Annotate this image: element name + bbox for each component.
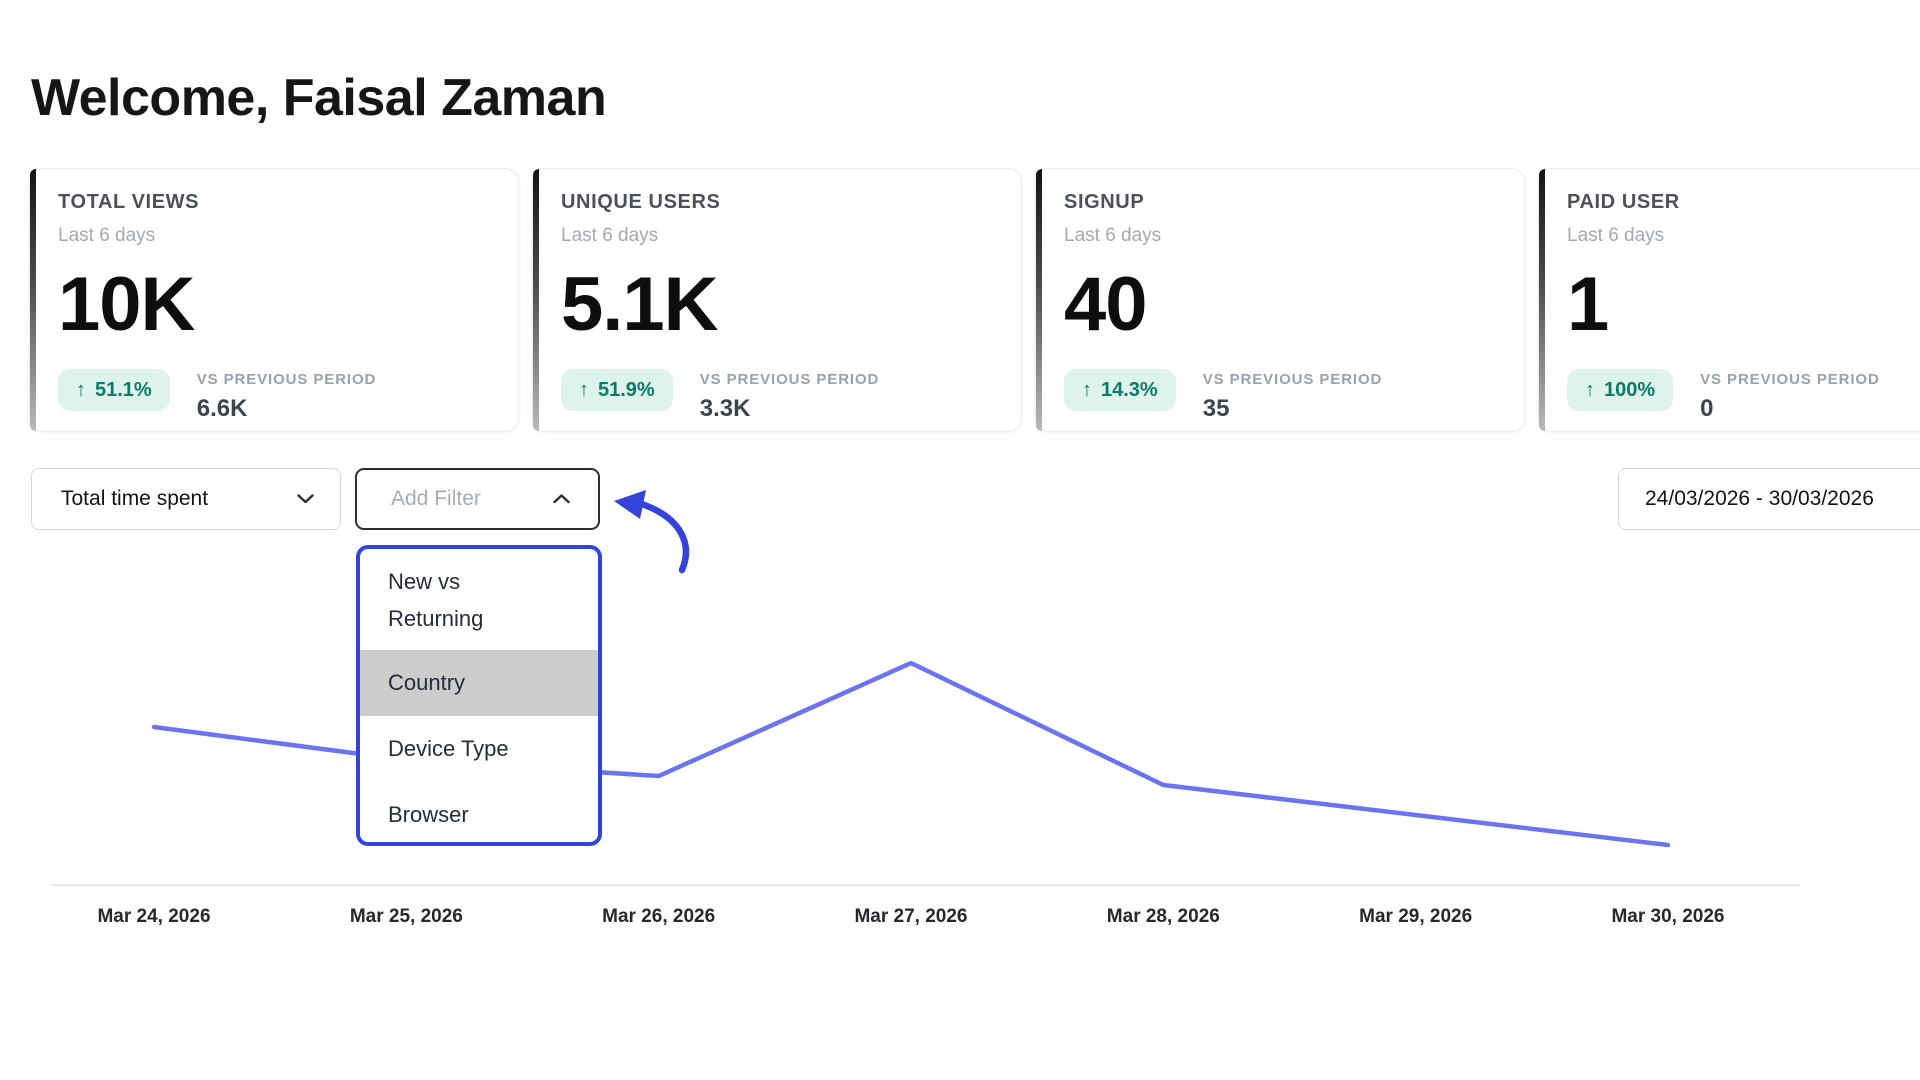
x-axis-label: Mar 24, 2026: [97, 906, 211, 927]
arrow-up-icon: ↑: [76, 379, 86, 401]
page-title: Welcome, Faisal Zaman: [31, 69, 607, 127]
vs-previous-period-value: 3.3K: [699, 395, 751, 422]
card-title: TOTAL VIEWS: [58, 191, 200, 213]
dropdown-item-browser[interactable]: Browser: [388, 802, 469, 827]
arrow-up-icon: ↑: [579, 379, 589, 401]
stat-cards-row: TOTAL VIEWS Last 6 days 10K ↑ 51.1% VS P…: [29, 168, 1920, 432]
stat-card-unique-users: UNIQUE USERS Last 6 days 5.1K ↑ 51.9% VS…: [532, 168, 1022, 432]
x-axis-label: Mar 25, 2026: [349, 906, 463, 927]
card-subtitle: Last 6 days: [1064, 225, 1162, 246]
add-filter-button[interactable]: Add Filter: [355, 468, 600, 530]
card-accent-strip: [30, 169, 36, 431]
date-range-input[interactable]: 24/03/2026 - 30/03/2026: [1618, 468, 1920, 530]
arrow-up-icon: ↑: [1585, 379, 1595, 401]
x-axis-label: Mar 30, 2026: [1611, 906, 1725, 927]
status-badge: ↑ 51.1%: [58, 369, 170, 411]
card-accent-strip: [533, 169, 539, 431]
status-badge: ↑ 51.9%: [561, 369, 673, 411]
card-value: 5.1K: [561, 262, 719, 347]
x-axis-label: Mar 29, 2026: [1359, 906, 1473, 927]
card-value: 1: [1567, 262, 1609, 347]
vs-previous-period-value: 35: [1202, 395, 1230, 422]
chart-x-axis-line: [50, 884, 1800, 886]
dropdown-item-country[interactable]: Country: [360, 650, 598, 716]
card-title: PAID USER: [1567, 191, 1680, 213]
chevron-down-icon: [297, 494, 314, 504]
add-filter-dropdown: New vs Returning Country Device Type Bro…: [356, 545, 602, 846]
vs-previous-period-value: 0: [1700, 395, 1714, 422]
stat-card-total-views: TOTAL VIEWS Last 6 days 10K ↑ 51.1% VS P…: [29, 168, 519, 432]
hand-drawn-arrow-annotation: [614, 490, 690, 574]
vs-previous-period-label: VS PREVIOUS PERIOD: [196, 371, 377, 388]
stat-card-paid-user: PAID USER Last 6 days 1 ↑ 100% VS PREVIO…: [1538, 168, 1920, 432]
card-value: 10K: [58, 262, 195, 347]
card-accent-strip: [1036, 169, 1042, 431]
add-filter-label: Add Filter: [391, 487, 481, 510]
card-subtitle: Last 6 days: [1567, 225, 1665, 246]
x-axis-label: Mar 28, 2026: [1106, 906, 1220, 927]
stat-card-signup: SIGNUP Last 6 days 40 ↑ 14.3% VS PREVIOU…: [1035, 168, 1525, 432]
card-title: UNIQUE USERS: [561, 191, 721, 213]
dropdown-item-new-vs-returning[interactable]: New vs Returning: [388, 568, 484, 631]
x-axis-label: Mar 27, 2026: [854, 906, 968, 927]
date-range-value: 24/03/2026 - 30/03/2026: [1645, 487, 1874, 510]
card-subtitle: Last 6 days: [561, 225, 659, 246]
arrow-up-icon: ↑: [1082, 379, 1092, 401]
card-title: SIGNUP: [1064, 191, 1145, 213]
vs-previous-period-value: 6.6K: [196, 395, 248, 422]
vs-previous-period-label: VS PREVIOUS PERIOD: [699, 371, 880, 388]
card-accent-strip: [1539, 169, 1545, 431]
status-badge: ↑ 14.3%: [1064, 369, 1176, 411]
metric-select[interactable]: Total time spent: [31, 468, 341, 530]
status-badge: ↑ 100%: [1567, 369, 1674, 411]
metric-select-value: Total time spent: [61, 487, 209, 510]
chevron-up-icon: [553, 494, 570, 504]
x-axis-label: Mar 26, 2026: [602, 906, 716, 927]
vs-previous-period-label: VS PREVIOUS PERIOD: [1700, 371, 1880, 388]
vs-previous-period-label: VS PREVIOUS PERIOD: [1202, 371, 1383, 388]
card-value: 40: [1064, 262, 1148, 347]
card-subtitle: Last 6 days: [58, 225, 156, 246]
dropdown-item-device-type[interactable]: Device Type: [388, 736, 509, 761]
